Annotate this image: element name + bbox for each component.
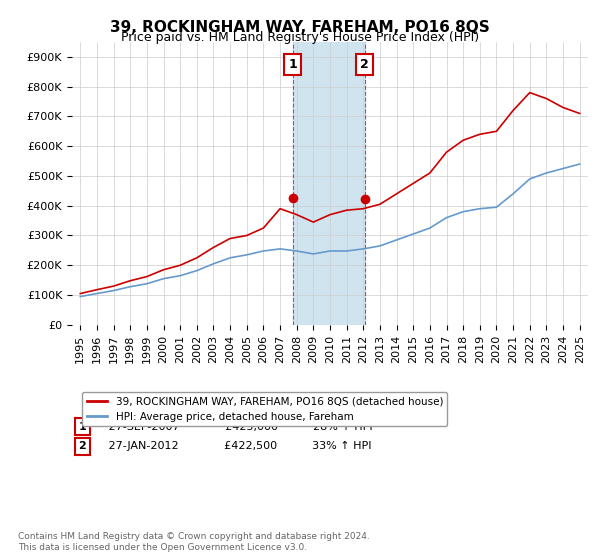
Text: 1: 1 — [79, 422, 86, 432]
Text: Contains HM Land Registry data © Crown copyright and database right 2024.
This d: Contains HM Land Registry data © Crown c… — [18, 532, 370, 552]
Text: 39, ROCKINGHAM WAY, FAREHAM, PO16 8QS: 39, ROCKINGHAM WAY, FAREHAM, PO16 8QS — [110, 20, 490, 35]
Text: 2: 2 — [360, 58, 369, 71]
Text: 2: 2 — [79, 441, 86, 451]
Text: 1: 1 — [288, 58, 297, 71]
Legend: 39, ROCKINGHAM WAY, FAREHAM, PO16 8QS (detached house), HPI: Average price, deta: 39, ROCKINGHAM WAY, FAREHAM, PO16 8QS (d… — [82, 392, 448, 426]
Text: 27-SEP-2007             £425,000          28% ↑ HPI: 27-SEP-2007 £425,000 28% ↑ HPI — [98, 422, 373, 432]
Text: 27-JAN-2012             £422,500          33% ↑ HPI: 27-JAN-2012 £422,500 33% ↑ HPI — [98, 441, 371, 451]
Text: Price paid vs. HM Land Registry's House Price Index (HPI): Price paid vs. HM Land Registry's House … — [121, 31, 479, 44]
Bar — [293, 42, 365, 325]
